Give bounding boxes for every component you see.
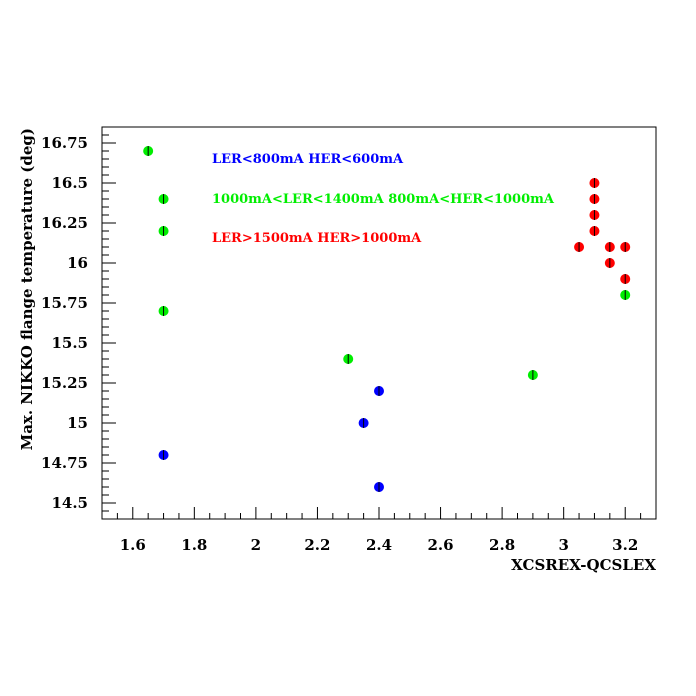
- x-tick-label: 2: [251, 536, 261, 554]
- x-axis: 1.6 1.8 2 2.2 2.4 2.6 2.8 3 3.2: [101, 507, 657, 554]
- x-tick-label: 2.8: [489, 536, 515, 554]
- data-point: [620, 274, 631, 284]
- y-tick-label: 16.5: [51, 174, 88, 192]
- legend-entry: 1000mA<LER<1400mA 800mA<HER<1000mA: [212, 192, 555, 207]
- data-point: [620, 242, 631, 252]
- x-tick-label: 3: [558, 536, 568, 554]
- x-tick-label: 3.2: [612, 536, 638, 554]
- y-tick-label: 14.5: [51, 494, 88, 512]
- data-point: [527, 370, 538, 380]
- y-axis: 14.5 14.75 15 15.25 15.5 15.75 16 16.25 16.5 16.7…: [41, 126, 116, 520]
- data-point: [589, 226, 600, 236]
- legend: LER<800mA HER<600mA 1000mA<LER<1400mA 800…: [212, 152, 555, 246]
- data-point: [589, 194, 600, 204]
- x-tick-label: 2.4: [366, 536, 392, 554]
- data-point: [604, 258, 615, 268]
- x-tick-label: 1.8: [181, 536, 207, 554]
- y-tick-label: 15.25: [41, 374, 88, 392]
- data-point: [589, 210, 600, 220]
- data-point: [158, 306, 169, 316]
- legend-entry: LER<800mA HER<600mA: [212, 152, 404, 167]
- data-point: [574, 242, 585, 252]
- plot-frame: [101, 126, 657, 520]
- data-point: [158, 226, 169, 236]
- data-point: [343, 354, 354, 364]
- legend-entry: LER>1500mA HER>1000mA: [212, 231, 422, 246]
- y-tick-label: 16.25: [41, 214, 88, 232]
- data-point: [358, 418, 369, 428]
- data-point: [604, 242, 615, 252]
- y-tick-label: 15: [67, 414, 88, 432]
- data-point: [374, 482, 384, 492]
- y-axis-label: Max. NIKKO flange temperature (deg): [18, 128, 36, 450]
- x-tick-label: 2.6: [428, 536, 454, 554]
- data-point: [158, 194, 169, 204]
- data-point: [374, 386, 384, 396]
- data-points: [143, 146, 631, 492]
- data-point: [620, 290, 631, 300]
- y-tick-label: 14.75: [41, 454, 88, 472]
- y-tick-label: 15.5: [51, 334, 88, 352]
- data-point: [143, 146, 154, 156]
- y-tick-label: 15.75: [41, 294, 88, 312]
- data-point: [158, 450, 169, 460]
- data-point: [589, 178, 600, 188]
- x-tick-label: 2.2: [304, 536, 330, 554]
- x-axis-label: XCSREX-QCSLEX: [511, 556, 656, 574]
- x-tick-label: 1.6: [120, 536, 146, 554]
- y-tick-label: 16: [67, 254, 88, 272]
- y-tick-label: 16.75: [41, 134, 88, 152]
